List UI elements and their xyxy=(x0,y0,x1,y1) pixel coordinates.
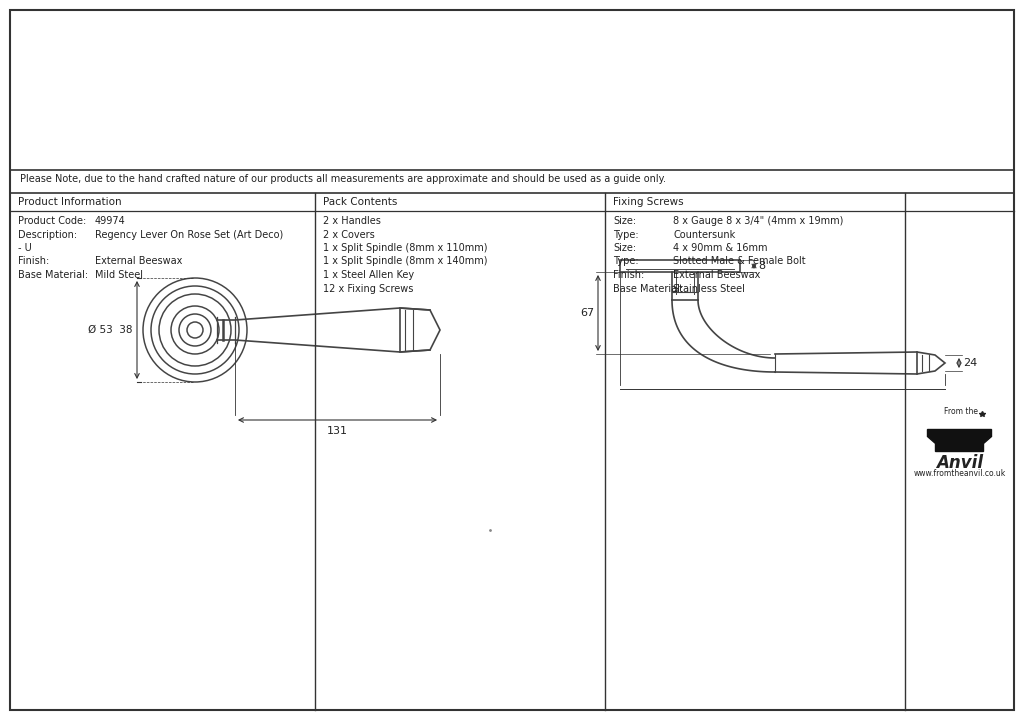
Text: Pack Contents: Pack Contents xyxy=(323,197,397,207)
Text: 1 x Split Spindle (8mm x 110mm): 1 x Split Spindle (8mm x 110mm) xyxy=(323,243,487,253)
Text: 4 x 90mm & 16mm: 4 x 90mm & 16mm xyxy=(673,243,768,253)
Bar xyxy=(620,260,740,272)
Text: Slotted Male & Female Bolt: Slotted Male & Female Bolt xyxy=(673,256,806,266)
Text: 131: 131 xyxy=(327,426,348,436)
Text: 24: 24 xyxy=(963,358,977,368)
Text: Type:: Type: xyxy=(613,256,639,266)
Text: 12 x Fixing Screws: 12 x Fixing Screws xyxy=(323,284,414,294)
Text: 1 x Split Spindle (8mm x 140mm): 1 x Split Spindle (8mm x 140mm) xyxy=(323,256,487,266)
Text: 8 x Gauge 8 x 3/4" (4mm x 19mm): 8 x Gauge 8 x 3/4" (4mm x 19mm) xyxy=(673,216,844,226)
Text: Size:: Size: xyxy=(613,216,636,226)
Polygon shape xyxy=(928,430,991,451)
Text: Anvil: Anvil xyxy=(936,454,983,472)
Text: www.fromtheanvil.co.uk: www.fromtheanvil.co.uk xyxy=(913,469,1006,479)
Text: Regency Lever On Rose Set (Art Deco): Regency Lever On Rose Set (Art Deco) xyxy=(95,230,284,240)
Text: Fixing Screws: Fixing Screws xyxy=(613,197,684,207)
Text: Size:: Size: xyxy=(613,243,636,253)
Text: 1 x Steel Allen Key: 1 x Steel Allen Key xyxy=(323,270,414,280)
Text: 67: 67 xyxy=(580,308,594,318)
Text: Finish:: Finish: xyxy=(613,270,644,280)
Text: From the: From the xyxy=(944,407,979,415)
Text: Ø 53  38: Ø 53 38 xyxy=(87,325,132,335)
Text: 49974: 49974 xyxy=(95,216,126,226)
Text: Product Code:: Product Code: xyxy=(18,216,86,226)
Text: Description:: Description: xyxy=(18,230,77,240)
Text: 2 x Covers: 2 x Covers xyxy=(323,230,375,240)
Text: Product Information: Product Information xyxy=(18,197,122,207)
Text: - U: - U xyxy=(18,243,32,253)
Text: External Beeswax: External Beeswax xyxy=(95,256,182,266)
Text: External Beeswax: External Beeswax xyxy=(673,270,761,280)
Text: Type:: Type: xyxy=(613,230,639,240)
Text: Finish:: Finish: xyxy=(18,256,49,266)
Text: Base Material:: Base Material: xyxy=(18,270,88,280)
Text: 8: 8 xyxy=(758,261,765,271)
Text: Stainless Steel: Stainless Steel xyxy=(673,284,744,294)
Text: Mild Steel: Mild Steel xyxy=(95,270,143,280)
Text: Base Material:: Base Material: xyxy=(613,284,683,294)
Text: 2 x Handles: 2 x Handles xyxy=(323,216,381,226)
Text: Please Note, due to the hand crafted nature of our products all measurements are: Please Note, due to the hand crafted nat… xyxy=(20,174,666,184)
Text: Countersunk: Countersunk xyxy=(673,230,735,240)
